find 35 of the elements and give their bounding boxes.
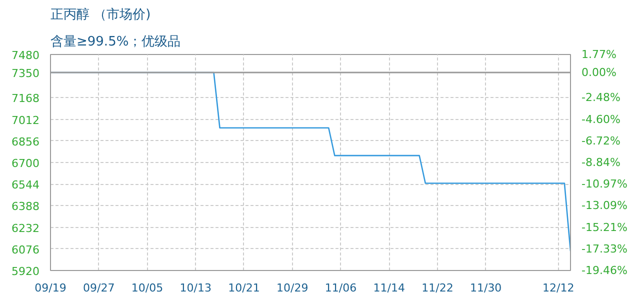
y2-tick-label: -10.97% [582, 178, 628, 191]
y-tick-label: 6700 [12, 157, 40, 170]
y-tick-label: 7480 [12, 49, 40, 62]
y-tick-label: 6232 [12, 222, 40, 235]
y2-tick-label: -6.72% [582, 134, 620, 148]
y-tick-label: 7168 [12, 92, 40, 106]
y-tick-label: 7012 [12, 114, 40, 127]
x-tick-label: 10/21 [228, 282, 260, 294]
x-tick-label: 11/14 [373, 282, 405, 294]
chart-title: 正丙醇 （市场价) [50, 8, 151, 22]
x-tick-label: 11/30 [470, 282, 502, 294]
y2-tick-label: -13.09% [582, 199, 628, 212]
y-tick-label: 7350 [12, 67, 40, 80]
y2-tick-label: -19.46% [582, 264, 628, 277]
y2-tick-label: -15.21% [582, 220, 628, 234]
y2-tick-label: 1.77% [582, 48, 616, 61]
y-tick-label: 5920 [12, 265, 40, 278]
y-tick-label: 6388 [12, 200, 40, 214]
x-tick-label: 10/13 [180, 282, 212, 294]
y-tick-label: 6076 [12, 243, 40, 256]
x-tick-label: 11/06 [324, 282, 357, 294]
y2-tick-label: -8.84% [582, 156, 620, 169]
x-tick-label: 12/12 [542, 282, 574, 294]
chart-subtitle: 含量≥99.5%；优级品 [50, 34, 181, 50]
x-tick-label: 10/29 [276, 282, 308, 294]
y-tick-label: 6544 [12, 178, 40, 192]
y2-tick-label: -4.60% [582, 112, 620, 126]
y2-tick-label: 0.00% [582, 66, 616, 80]
x-tick-label: 09/19 [34, 282, 66, 294]
x-tick-label: 10/05 [131, 282, 164, 294]
y-tick-label: 6856 [12, 135, 40, 148]
x-tick-label: 09/27 [83, 282, 115, 294]
y2-tick-label: -17.33% [582, 242, 628, 256]
x-tick-label: 11/22 [422, 282, 454, 294]
y2-tick-label: -2.48% [582, 91, 620, 104]
